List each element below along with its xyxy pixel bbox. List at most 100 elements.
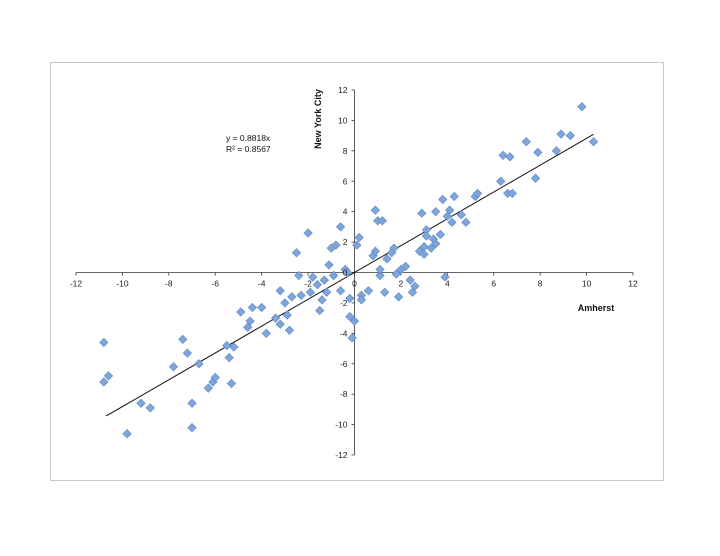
data-point: [315, 305, 325, 316]
data-point: [498, 150, 508, 161]
x-tick-label: 6: [491, 279, 496, 289]
data-point: [261, 328, 271, 338]
x-tick-label: -10: [116, 279, 129, 289]
data-point: [507, 188, 517, 199]
data-point: [203, 383, 213, 393]
data-point: [305, 287, 316, 297]
data-point: [312, 280, 322, 290]
data-point: [496, 176, 506, 186]
data-point: [556, 129, 566, 139]
y-tick-label: -8: [340, 389, 348, 399]
data-point: [335, 286, 346, 296]
trendline: [105, 133, 594, 417]
data-point: [296, 290, 306, 300]
y-tick-label: 12: [338, 85, 348, 95]
data-point: [257, 302, 267, 313]
y-tick-label: 0: [343, 268, 348, 278]
data-point: [354, 232, 364, 243]
data-point: [356, 295, 367, 305]
data-point: [284, 325, 295, 335]
data-point: [407, 287, 418, 297]
data-point: [417, 208, 427, 218]
data-point: [324, 260, 334, 270]
data-point: [405, 275, 415, 285]
data-point: [391, 269, 401, 279]
x-tick-label: 4: [445, 279, 450, 289]
data-point: [287, 292, 297, 302]
data-point: [431, 207, 441, 217]
data-point: [331, 240, 341, 250]
data-point: [247, 302, 258, 313]
data-point: [382, 254, 392, 264]
data-point: [236, 307, 246, 317]
y-tick-label: -10: [335, 420, 348, 430]
y-tick-label: -12: [335, 450, 348, 460]
data-point: [352, 240, 362, 250]
y-tick-label: 10: [338, 115, 348, 125]
data-point: [342, 267, 353, 278]
data-point: [291, 248, 302, 258]
y-tick-label: -4: [340, 328, 348, 338]
data-point: [335, 222, 346, 232]
data-point: [445, 205, 455, 215]
data-point: [182, 348, 193, 358]
data-point: [224, 353, 234, 363]
data-point: [99, 337, 109, 348]
data-point: [370, 205, 381, 215]
data-point: [521, 137, 531, 147]
y-axis-title: New York City: [313, 89, 323, 149]
data-point: [389, 243, 399, 253]
data-point: [410, 281, 420, 291]
data-point: [178, 334, 188, 345]
data-point: [380, 287, 390, 297]
x-tick-label: 0: [352, 279, 357, 289]
data-point: [243, 322, 253, 332]
data-point: [363, 286, 374, 296]
data-point: [282, 310, 292, 320]
y-tick-label: 4: [343, 207, 348, 217]
data-point: [347, 333, 357, 343]
data-point: [280, 298, 290, 308]
data-point: [275, 319, 285, 329]
data-point: [222, 340, 232, 351]
data-point: [317, 295, 327, 305]
y-tick-label: -6: [340, 359, 348, 369]
data-point: [400, 261, 411, 272]
data-point: [187, 398, 197, 408]
data-point: [456, 210, 466, 220]
data-point: [319, 275, 329, 285]
data-point: [187, 423, 197, 433]
x-tick-label: -4: [258, 279, 266, 289]
x-tick-label: -12: [70, 279, 83, 289]
x-tick-label: 2: [399, 279, 404, 289]
data-point: [375, 264, 385, 275]
data-point: [210, 372, 220, 383]
data-point: [419, 249, 429, 259]
data-points: [99, 102, 599, 439]
data-point: [194, 359, 204, 369]
data-point: [393, 292, 404, 302]
data-point: [375, 270, 385, 281]
data-point: [588, 137, 599, 147]
labels: -12 -10 -8 -6 -4 -2 0 2 4 6 8 10 12 -12 -10 -8 -6 -4 -2 0 2 4…: [70, 85, 638, 460]
data-point: [577, 102, 587, 112]
data-point: [294, 270, 304, 281]
data-point: [229, 342, 239, 352]
x-tick-label: 12: [628, 279, 638, 289]
x-tick-label: 10: [582, 279, 592, 289]
data-point: [377, 216, 387, 226]
data-point: [349, 316, 360, 326]
data-point: [99, 377, 109, 387]
trendline-r2: R² = 0.8567: [226, 144, 271, 154]
y-tick-label: -2: [340, 298, 348, 308]
data-point: [275, 286, 285, 296]
data-point: [435, 229, 445, 240]
trendline-group: [105, 133, 594, 417]
data-point: [145, 403, 155, 413]
data-point: [449, 191, 459, 202]
trendline-equation: y = 0.8818x: [226, 133, 271, 143]
data-point: [322, 287, 332, 297]
data-point: [447, 217, 457, 227]
y-tick-label: 2: [343, 237, 348, 247]
